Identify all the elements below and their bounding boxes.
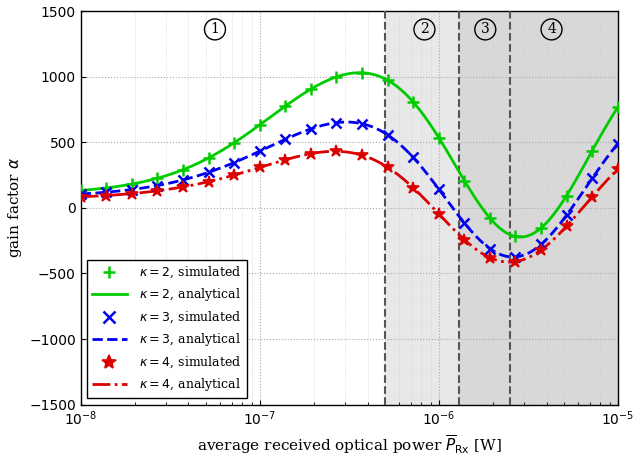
Legend: $\kappa = 2$, simulated, $\kappa = 2$, analytical, $\kappa = 3$, simulated, $\ka: $\kappa = 2$, simulated, $\kappa = 2$, a…: [87, 260, 247, 398]
Text: 4: 4: [547, 23, 556, 36]
Y-axis label: gain factor $\alpha$: gain factor $\alpha$: [6, 158, 24, 258]
Bar: [510, 11, 618, 405]
Text: 2: 2: [420, 23, 429, 36]
Text: 3: 3: [481, 23, 490, 36]
Text: 1: 1: [211, 23, 220, 36]
X-axis label: average received optical power $\overline{P}_{\mathrm{Rx}}$ [W]: average received optical power $\overlin…: [197, 434, 502, 456]
Bar: [385, 11, 459, 405]
Bar: [459, 11, 510, 405]
